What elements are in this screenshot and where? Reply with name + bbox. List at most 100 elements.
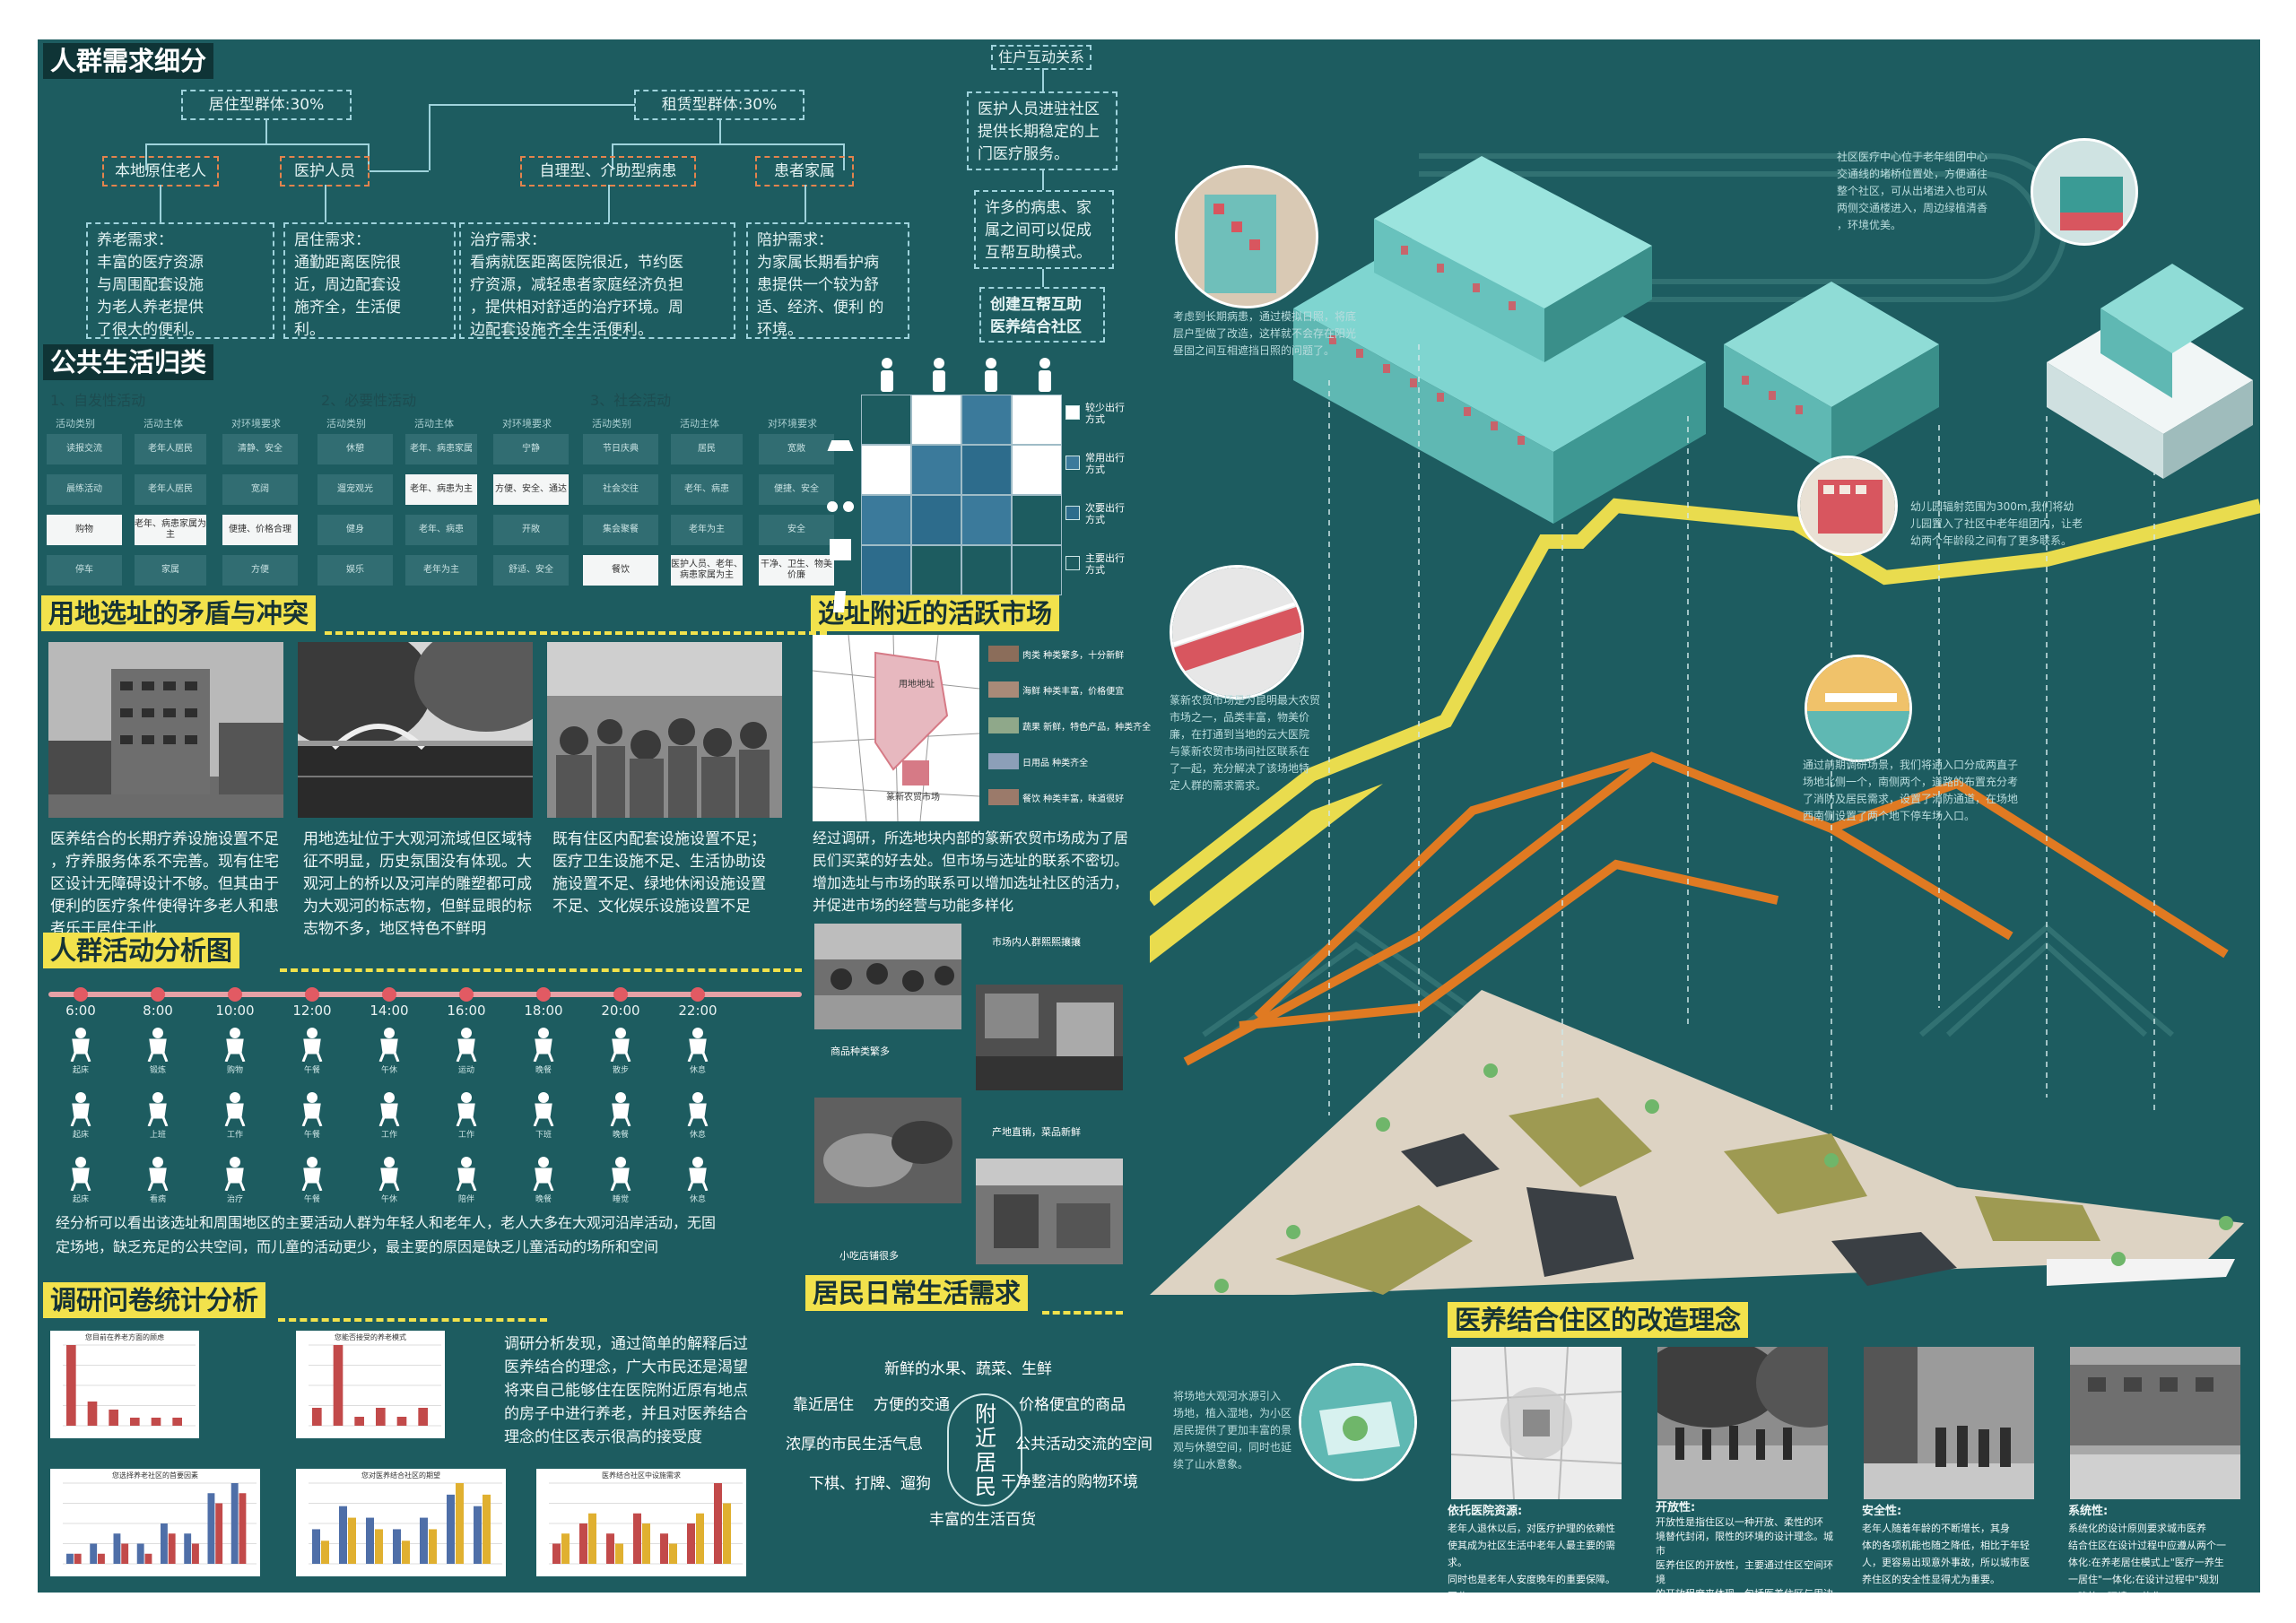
- connector: [1042, 68, 1044, 91]
- note-wetland: 将场地大观河水源引入 场地，植入湿地，为小区 居民提供了更加丰富的景 观与休憩空间，同…: [1173, 1390, 1292, 1471]
- poster-board: 人群需求细分 居住型群体:30% 租赁型群体:30% 本地原住老人 医护人员 自…: [38, 39, 2260, 1593]
- market-legend-label: 日用品 种类齐全: [1022, 759, 1089, 768]
- bus-icon: [825, 534, 856, 565]
- person-activity-icon: [61, 1026, 100, 1063]
- traveler-icon: [924, 357, 954, 393]
- survey-bar: [447, 1494, 455, 1564]
- legend-swatch: [1065, 506, 1080, 520]
- table-col-header: 活动类别: [326, 418, 366, 430]
- legend-label: 次要出行方式: [1085, 502, 1125, 525]
- concept-card-safety: 安全性: 老年人随着年龄的不断增长，其身 体的各项机能也随之降低，相比于年轻 人，更…: [1862, 1505, 2030, 1585]
- person-activity-icon: [524, 1090, 563, 1127]
- survey-bar: [660, 1533, 668, 1564]
- table-cell: 老年、病患: [671, 474, 743, 505]
- photo-hospital-map: [1451, 1347, 1622, 1499]
- table-cell: 宁静: [493, 434, 569, 464]
- detail-circle-clinic: [2031, 138, 2138, 246]
- timeline-bar: [48, 992, 802, 997]
- person-activity-icon: [370, 1090, 409, 1127]
- survey-bar: [215, 1503, 223, 1564]
- connector: [1042, 170, 1044, 190]
- survey-bar: [393, 1529, 401, 1564]
- person-activity-icon: [678, 1090, 718, 1127]
- matrix-cell: [911, 445, 961, 495]
- need-city-life: 浓厚的市民生活气息: [786, 1436, 923, 1454]
- table-col-header: 活动类别: [592, 418, 631, 430]
- connector: [804, 185, 806, 222]
- table-cell: 老年人居民: [135, 434, 206, 464]
- activity-label: 晚餐: [535, 1066, 552, 1075]
- market-legend-swatch: [988, 646, 1019, 662]
- timeline-dot: [459, 987, 474, 1002]
- person-activity-icon: [601, 1155, 640, 1192]
- need-public-space: 公共活动交流的空间: [1015, 1436, 1152, 1454]
- survey-bar: [172, 1418, 182, 1426]
- survey-bar: [90, 1543, 98, 1564]
- need-cheap-goods: 价格便宜的商品: [1019, 1396, 1126, 1414]
- activity-label: 起床: [72, 1195, 89, 1204]
- activity-label: 晚餐: [535, 1195, 552, 1204]
- masterplan-illustration: [1150, 153, 2260, 1295]
- survey-bar: [474, 1506, 482, 1564]
- table-cell: 健身: [317, 515, 393, 545]
- person-activity-icon: [61, 1090, 100, 1127]
- activity-label: 治疗: [226, 1195, 243, 1204]
- detail-circle-kindergarten: [1797, 456, 1898, 556]
- traveler-icon: [976, 357, 1006, 393]
- concept-card-systematic: 系统性: 系统化的设计原则要求城市医养 结合住区在设计过程中应遵从两个一 体化:在养…: [2068, 1505, 2226, 1593]
- survey-chart-5: 医养结合社区中设施需求: [536, 1469, 746, 1576]
- survey-bar: [161, 1523, 168, 1564]
- chart-title: 您对医养结合社区的期望: [361, 1471, 440, 1480]
- chart-title: 您能否接受的养老模式: [335, 1333, 406, 1341]
- activity-analysis-text: 经分析可以看出该选址和周围地区的主要活动人群为年轻人和老年人，老人大多在大观河沿…: [56, 1214, 717, 1255]
- market-legend-swatch: [988, 717, 1019, 733]
- table-cell: 老年人居民: [135, 474, 206, 505]
- need-box-family: 陪护需求： 为家属长期看护病 患提供一个较为舒 适、经济、便利 的环境。: [746, 222, 909, 339]
- survey-bar: [113, 1533, 121, 1564]
- center-label: 附近居民: [975, 1402, 996, 1499]
- market-legend-swatch: [988, 681, 1019, 698]
- activity-label: 工作: [380, 1131, 397, 1140]
- activity-label: 工作: [226, 1131, 243, 1140]
- person-activity-icon: [447, 1155, 486, 1192]
- timeline-dot: [305, 987, 319, 1002]
- need-box-patients: 治疗需求： 看病就医距离医院很近，节约医 疗资源，减轻患者家庭经济负担 ，提供相对舒适…: [459, 222, 735, 339]
- survey-bar: [87, 1402, 98, 1426]
- survey-bar: [144, 1553, 152, 1564]
- table-cell: 老年、病患: [405, 515, 477, 545]
- survey-chart-1: 您目前在养老方面的顾虑: [50, 1331, 199, 1438]
- activity-label: 午休: [380, 1066, 397, 1075]
- table-cell: 老年为主: [671, 515, 743, 545]
- survey-bar: [130, 1418, 140, 1426]
- concept-card-openness: 开放性: 开放性是指住区以一种开放、柔性的环 境替代封闭，限性的环境的设计理念。城…: [1656, 1501, 1833, 1593]
- survey-bar: [339, 1506, 347, 1564]
- timeline-time: 6:00: [65, 1002, 96, 1019]
- section-title-crowd-needs: 人群需求细分: [43, 43, 214, 79]
- table-cell: 清静、安全: [222, 434, 298, 464]
- need-transport: 方便的交通: [874, 1396, 950, 1414]
- market-map: 用地地址 篆新农贸市场: [813, 635, 979, 821]
- matrix-cell: [961, 545, 1012, 595]
- table-cell: 干净、卫生、物美价廉: [759, 555, 834, 586]
- person-activity-icon: [138, 1090, 178, 1127]
- timeline-time: 16:00: [447, 1002, 486, 1019]
- survey-bar: [66, 1553, 74, 1564]
- survey-bar: [633, 1513, 641, 1564]
- table-cell: 宽阔: [222, 474, 298, 505]
- survey-bar: [184, 1533, 192, 1564]
- need-leisure: 下棋、打牌、遛狗: [809, 1475, 931, 1493]
- survey-bar: [354, 1417, 364, 1426]
- title-underline: [280, 968, 802, 972]
- survey-bar: [696, 1513, 704, 1564]
- survey-bar: [669, 1543, 677, 1564]
- survey-text: 调研分析发现，通过简单的解释后过 医养结合的理念，广大市民还是渴望 将来自己能够住在…: [504, 1335, 748, 1446]
- photo-market-produce: [814, 1098, 961, 1203]
- table-cell: 老年、病患为主: [405, 474, 477, 505]
- legend-label: 主要出行方式: [1085, 552, 1125, 576]
- person-activity-icon: [524, 1155, 563, 1192]
- market-legend-label: 餐饮 种类丰富，味道很好: [1022, 794, 1125, 804]
- survey-chart-3: 您选择养老社区的首要因素: [50, 1469, 260, 1576]
- map-label-market: 篆新农贸市场: [886, 793, 940, 803]
- survey-bar: [552, 1543, 561, 1564]
- need-near-home: 靠近居住: [793, 1396, 854, 1414]
